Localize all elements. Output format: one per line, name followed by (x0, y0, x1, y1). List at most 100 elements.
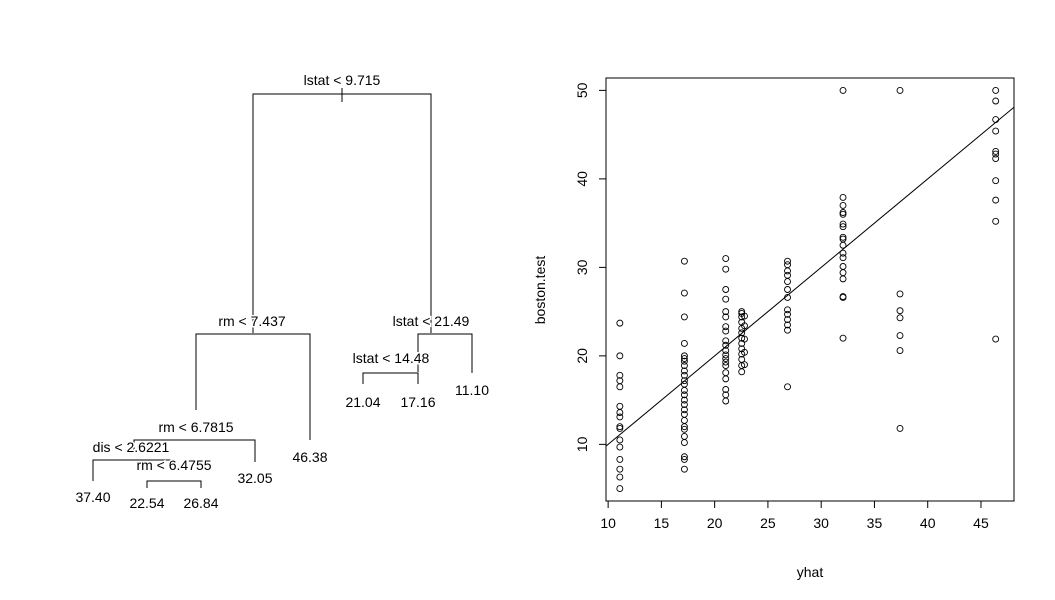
rm-67815-branch (133, 439, 256, 462)
data-point (741, 312, 748, 320)
data-point (784, 306, 791, 314)
data-point (680, 313, 688, 321)
data-point (722, 255, 730, 262)
leaf-label: 22.54 (129, 495, 164, 511)
data-point (722, 341, 730, 349)
data-point (784, 316, 791, 324)
data-point (616, 413, 624, 421)
data-point (722, 347, 730, 355)
data-point (839, 269, 847, 277)
data-point (896, 86, 904, 94)
y-tick-label: 10 (574, 436, 590, 452)
data-point (722, 295, 730, 303)
data-point (839, 275, 847, 283)
data-point (680, 425, 688, 433)
x-tick-label: 15 (654, 515, 670, 531)
data-point (839, 241, 847, 249)
data-point (896, 290, 904, 298)
lstat-2149-branch (417, 333, 473, 373)
x-axis-title: yhat (797, 564, 824, 580)
data-point (616, 485, 624, 493)
split-label: rm < 6.7815 (158, 419, 233, 435)
data-point (738, 355, 746, 363)
data-point (738, 329, 746, 337)
data-point (680, 401, 688, 408)
data-point (992, 217, 1000, 225)
data-point (839, 194, 847, 201)
x-tick-label: 30 (813, 515, 829, 531)
data-point (839, 233, 847, 241)
data-point (992, 127, 1000, 135)
data-point (992, 177, 1000, 185)
data-point (722, 323, 730, 331)
data-point (741, 348, 748, 356)
data-point (738, 368, 746, 376)
data-point (680, 396, 688, 404)
data-point (680, 367, 688, 375)
data-point (741, 335, 748, 343)
leaf-label: 37.40 (75, 489, 110, 505)
data-point (680, 380, 688, 388)
data-point (992, 155, 1000, 162)
x-tick-label: 20 (707, 515, 723, 531)
leaf-label: 11.10 (455, 382, 489, 398)
data-point (992, 97, 1000, 105)
data-point (680, 386, 688, 394)
data-point (616, 436, 624, 444)
data-point (784, 278, 791, 285)
data-point (839, 249, 847, 257)
data-point (680, 391, 688, 399)
data-point (616, 423, 624, 431)
data-point (722, 391, 730, 399)
data-point (992, 150, 1000, 158)
data-point (680, 362, 688, 370)
tree-branches (92, 88, 473, 488)
data-point (839, 263, 847, 270)
data-point (992, 196, 1000, 204)
data-point (680, 465, 688, 473)
data-point (616, 465, 624, 473)
data-point (680, 432, 688, 440)
data-point (839, 201, 847, 209)
data-point (741, 322, 748, 330)
data-point (680, 453, 688, 461)
data-point (722, 286, 730, 293)
data-point (616, 383, 624, 391)
tree-leaf-labels: 37.40 22.54 26.84 32.05 46.38 21.04 17.1… (75, 382, 489, 511)
y-axis: 10 20 30 40 50 (574, 82, 607, 452)
x-tick-label: 35 (867, 515, 883, 531)
leaf-label: 17.16 (400, 394, 435, 410)
data-point (616, 352, 624, 360)
reference-line-group (605, 106, 1015, 447)
data-point (784, 271, 791, 279)
scatter-plot: 10 15 20 25 30 35 40 45 10 20 30 40 50 yhat boston.… (532, 77, 1015, 580)
data-point (722, 362, 730, 370)
data-point (680, 355, 688, 362)
data-point (680, 439, 688, 447)
x-axis: 10 15 20 25 30 35 40 45 (600, 500, 989, 531)
data-point (616, 443, 624, 451)
data-point (839, 254, 847, 262)
data-point (896, 424, 904, 432)
data-point (616, 455, 624, 463)
data-point (680, 410, 688, 418)
data-point (722, 386, 730, 393)
data-point (839, 235, 847, 243)
x-tick-label: 10 (600, 515, 616, 531)
reference-line (605, 106, 1015, 447)
data-point (839, 209, 847, 216)
data-point (616, 409, 624, 416)
data-point (992, 335, 1000, 343)
split-label: dis < 2.6221 (93, 439, 170, 455)
data-point (784, 294, 791, 301)
scatter-points (616, 86, 1000, 493)
data-point (616, 424, 624, 432)
data-point (738, 334, 746, 342)
split-label: lstat < 14.48 (353, 350, 430, 366)
data-point (839, 86, 847, 94)
leaf-label: 46.38 (292, 449, 327, 465)
split-label: lstat < 9.715 (304, 72, 381, 88)
data-point (616, 473, 624, 481)
data-point (616, 319, 624, 327)
